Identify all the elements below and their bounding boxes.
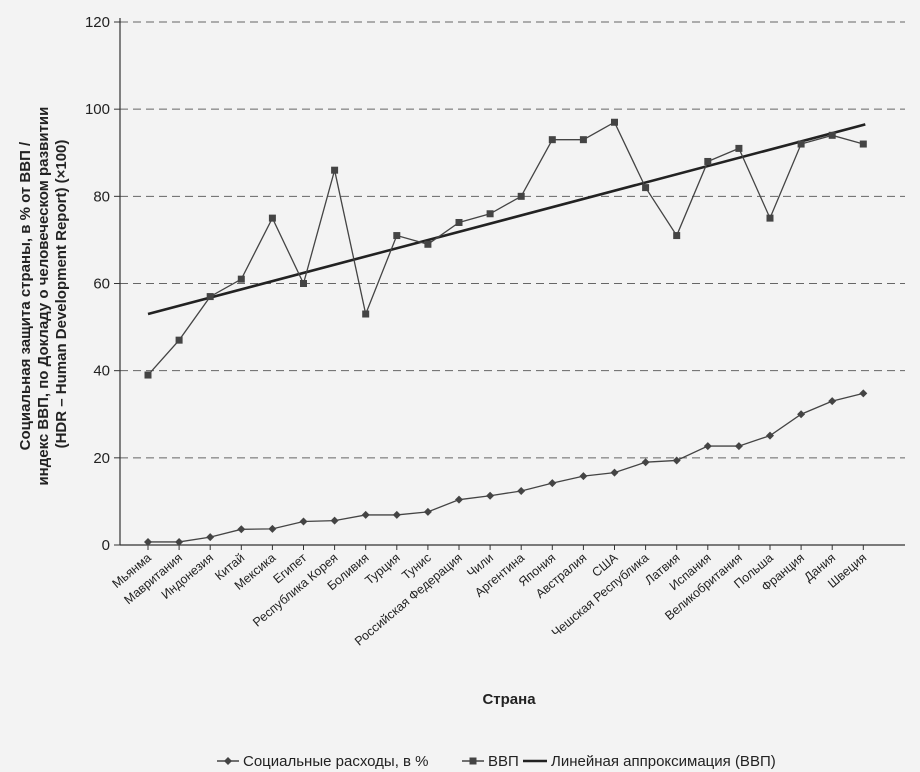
legend-label-gdp: ВВП (488, 753, 519, 770)
data-point-social (392, 510, 401, 519)
data-point-gdp (237, 275, 245, 283)
data-point-social (797, 410, 806, 419)
data-point-gdp (424, 240, 432, 248)
data-point-gdp (579, 136, 587, 144)
data-point-gdp (642, 184, 650, 192)
data-point-social (766, 431, 774, 440)
data-point-gdp (673, 232, 681, 240)
data-point-social (423, 507, 432, 516)
grid-layer (120, 21, 905, 459)
data-point-gdp (859, 140, 867, 148)
data-point-gdp (797, 140, 805, 148)
data-point-gdp (268, 214, 276, 222)
data-point-gdp (362, 310, 370, 318)
data-point-gdp (704, 157, 712, 165)
legend-item-trend: Линейная аппроксимация (ВВП) (523, 753, 776, 770)
data-point-social (455, 495, 463, 504)
x-tick-labels: МьянмаМавританияИндонезияКитайМексикаЕги… (110, 550, 870, 648)
data-point-social (703, 442, 712, 451)
legend-label-social: Социальные расходы, в % (243, 753, 429, 770)
y-tick-label: 120 (85, 14, 110, 31)
legend-diamond-marker (224, 757, 232, 765)
data-point-gdp (144, 371, 152, 379)
y-tick-label: 80 (93, 188, 110, 205)
data-point-social (144, 537, 152, 546)
data-point-gdp (828, 131, 836, 139)
y-axis-title-line-3: (HDR – Human Development Report) (×100) (53, 140, 70, 449)
data-point-social (330, 516, 339, 525)
data-point-social (206, 533, 215, 542)
data-point-gdp (486, 210, 494, 218)
data-point-gdp (455, 218, 463, 226)
legend-item-social-spending: Социальные расходы, в % (217, 753, 429, 770)
data-point-gdp (300, 280, 307, 287)
legend: Социальные расходы, в % ВВП Линейная апп… (217, 753, 776, 770)
legend-item-gdp: ВВП (462, 753, 519, 770)
data-point-social (859, 389, 868, 398)
data-point-social (517, 486, 526, 495)
y-axis-title-line-2: индекс ВВП, по Докладу о человеческом ра… (35, 107, 52, 486)
data-point-social (828, 397, 837, 406)
y-tick-label: 0 (102, 537, 110, 554)
data-point-social (610, 468, 619, 477)
data-point-social (579, 472, 588, 481)
y-tick-label: 100 (85, 101, 110, 118)
data-point-gdp (735, 144, 743, 152)
series-line-gdp (147, 121, 864, 376)
y-axis-title: Социальная защита страны, в % от ВВП / и… (17, 102, 70, 485)
data-point-gdp (175, 336, 183, 344)
data-point-social (641, 458, 650, 467)
axis-layer (114, 18, 905, 550)
data-point-social (486, 491, 495, 500)
legend-label-trend: Линейная аппроксимация (ВВП) (551, 753, 776, 770)
data-point-social (175, 537, 184, 546)
series-layer (144, 118, 868, 546)
y-axis-title-line-1: Социальная защита страны, в % от ВВП / (17, 141, 34, 450)
data-point-gdp (766, 214, 774, 222)
data-point-gdp (393, 232, 401, 240)
y-tick-label: 40 (93, 363, 110, 380)
data-point-social (734, 442, 743, 451)
y-tick-labels: 0 20 40 60 80 100 120 (85, 14, 110, 554)
data-point-social (548, 479, 557, 488)
series-line-social (148, 392, 864, 543)
x-tick-label: Турция (362, 551, 402, 588)
trendline-layer (147, 123, 866, 316)
data-point-gdp (331, 166, 339, 174)
data-point-gdp (517, 192, 525, 200)
trendline (147, 123, 866, 316)
legend-square-marker (469, 757, 477, 765)
data-point-gdp (548, 136, 556, 144)
y-tick-label: 20 (93, 450, 110, 467)
x-axis-title: Страна (482, 691, 536, 708)
data-point-social (672, 456, 681, 465)
data-point-social (237, 525, 246, 534)
data-point-social (268, 524, 277, 533)
data-point-social (361, 510, 370, 519)
y-tick-label: 60 (93, 276, 110, 293)
data-point-social (299, 517, 308, 526)
data-point-gdp (206, 293, 214, 301)
data-point-gdp (611, 118, 618, 126)
